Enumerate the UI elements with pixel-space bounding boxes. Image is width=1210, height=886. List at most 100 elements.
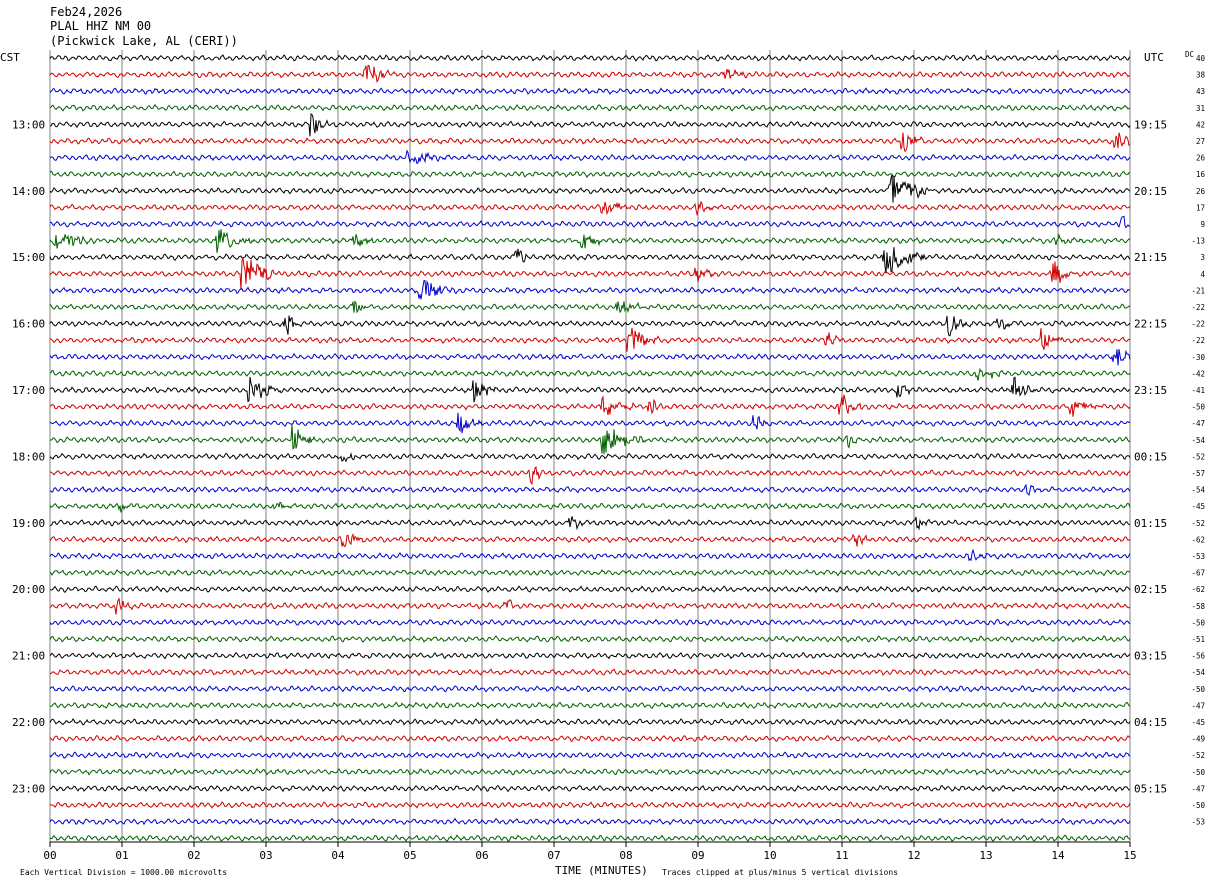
trace-line	[49, 257, 1131, 290]
dc-offset-label: -47	[1191, 419, 1205, 428]
dc-offset-label: -52	[1191, 519, 1205, 528]
x-tick-label: 05	[403, 849, 416, 862]
trace-line	[49, 516, 1131, 531]
trace-line	[49, 280, 1131, 300]
trace-line	[49, 533, 1131, 548]
left-time-label: 21:00	[12, 650, 45, 663]
trace-line	[49, 174, 1131, 203]
dc-offset-label: -50	[1191, 801, 1205, 810]
dc-offset-label: -41	[1191, 386, 1205, 395]
dc-offset-label: -22	[1191, 320, 1205, 329]
x-tick-label: 13	[979, 849, 992, 862]
trace-line	[49, 585, 1131, 594]
trace-line	[49, 668, 1131, 677]
x-tick-label: 14	[1051, 849, 1065, 862]
trace-line	[49, 483, 1131, 497]
x-tick-label: 10	[763, 849, 776, 862]
minute-grid	[49, 50, 1131, 843]
trace-line	[49, 452, 1131, 463]
trace-line	[49, 834, 1131, 842]
x-tick-label: 06	[475, 849, 488, 862]
time-label-group: 13:00 14:00 15:00 16:00 17:00 18:00 19:00 20:00…	[12, 54, 1205, 827]
dc-offset-label: -53	[1191, 818, 1205, 827]
x-tick-label: 07	[547, 849, 560, 862]
x-tick-label: 15	[1123, 849, 1136, 862]
x-axis: 00 01 02 03 04 05 06 07 08 09 10 11 12 13 14 15	[43, 842, 1137, 862]
trace-line	[49, 349, 1131, 366]
trace-line	[49, 684, 1131, 693]
trace-line	[49, 54, 1131, 62]
trace-line	[49, 548, 1131, 562]
dc-offset-label: 27	[1196, 137, 1205, 146]
right-time-label: 23:15	[1134, 384, 1167, 397]
dc-offset-label: 16	[1196, 170, 1206, 179]
trace-line	[49, 229, 1131, 253]
trace-line	[49, 618, 1131, 627]
dc-offset-label: -50	[1191, 768, 1205, 777]
dc-offset-label: -22	[1191, 336, 1205, 345]
dc-offset-label: -53	[1191, 552, 1205, 561]
right-time-label: 20:15	[1134, 185, 1167, 198]
trace-line	[49, 367, 1131, 381]
dc-offset-label: 3	[1200, 253, 1205, 262]
left-time-label: 13:00	[12, 118, 45, 131]
trace-line	[49, 65, 1131, 83]
left-time-label: 20:00	[12, 583, 45, 596]
dc-offset-label: 4	[1200, 270, 1205, 279]
right-time-label: 22:15	[1134, 318, 1167, 331]
dc-offset-label: -54	[1191, 486, 1205, 495]
right-time-label: 00:15	[1134, 450, 1167, 463]
left-zone-label: CST	[0, 51, 20, 64]
right-time-label: 02:15	[1134, 583, 1167, 596]
dc-offset-label: -54	[1191, 436, 1205, 445]
trace-line	[49, 751, 1131, 760]
dc-offset-label: 17	[1196, 203, 1205, 212]
dc-offset-label: 9	[1200, 220, 1205, 229]
dc-offset-label: -50	[1191, 685, 1205, 694]
dc-offset-label: 26	[1196, 154, 1206, 163]
trace-line	[49, 394, 1131, 417]
trace-line	[49, 200, 1131, 217]
trace-line	[49, 132, 1131, 153]
dc-offset-label: 43	[1196, 87, 1205, 96]
footer-left-note: Each Vertical Division = 1000.00 microvo…	[20, 868, 227, 877]
x-tick-label: 04	[331, 849, 345, 862]
dc-offset-label: -67	[1191, 569, 1205, 578]
left-time-label: 18:00	[12, 450, 45, 463]
dc-offset-label: 26	[1196, 187, 1206, 196]
x-tick-label: 08	[619, 849, 632, 862]
x-tick-label: 12	[907, 849, 920, 862]
dc-offset-label: 38	[1196, 71, 1206, 80]
trace-line	[49, 423, 1131, 455]
trace-line	[49, 718, 1131, 726]
trace-line	[49, 767, 1131, 776]
right-time-label: 01:15	[1134, 517, 1167, 530]
station-label: PLAL HHZ NM 00	[50, 19, 151, 33]
left-time-label: 23:00	[12, 782, 45, 795]
dc-offset-label: -58	[1191, 602, 1205, 611]
left-time-label: 16:00	[12, 318, 45, 331]
trace-line	[49, 215, 1130, 229]
dc-offset-label: -50	[1191, 618, 1205, 627]
trace-line	[49, 651, 1131, 660]
trace-line	[49, 465, 1131, 485]
trace-line	[49, 149, 1131, 165]
trace-line	[49, 103, 1131, 112]
trace-line	[49, 597, 1131, 615]
trace-line	[49, 315, 1131, 337]
footer-right-note: Traces clipped at plus/minus 5 vertical …	[662, 868, 898, 877]
dc-offset-label: -51	[1191, 635, 1205, 644]
x-tick-label: 02	[187, 849, 200, 862]
location-label: (Pickwick Lake, AL (CERI))	[50, 34, 238, 48]
trace-line	[49, 734, 1131, 743]
dc-offset-label: -50	[1191, 403, 1205, 412]
right-time-label: 05:15	[1134, 782, 1167, 795]
dc-header: DC	[1185, 50, 1194, 59]
dc-offset-label: -62	[1191, 535, 1205, 544]
x-tick-label: 11	[835, 849, 848, 862]
dc-offset-label: 40	[1196, 54, 1206, 63]
left-time-label: 17:00	[12, 384, 45, 397]
dc-offset-label: -13	[1191, 237, 1205, 246]
x-tick-label: 09	[691, 849, 704, 862]
